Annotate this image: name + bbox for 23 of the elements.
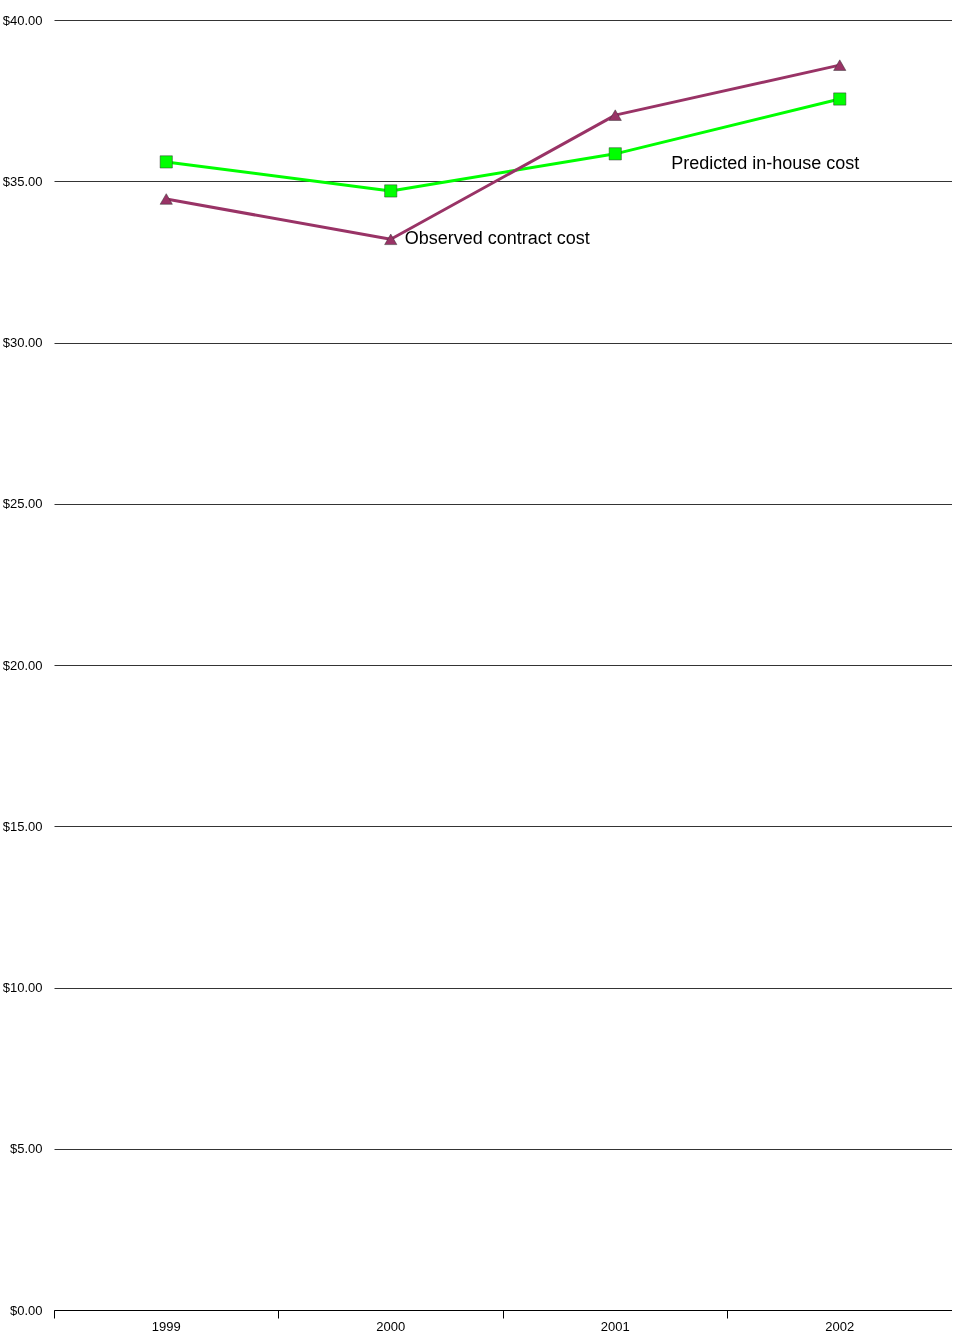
y-tick-label: $30.00 xyxy=(2,335,43,350)
y-tick-label: $35.00 xyxy=(2,173,43,189)
point xyxy=(608,109,622,121)
point xyxy=(159,155,173,169)
y-tick-label: $10.00 xyxy=(2,980,43,995)
series-label: Predicted in-house cost xyxy=(671,152,860,173)
point xyxy=(833,59,847,71)
y-tick-label: $25.00 xyxy=(2,496,43,512)
x-tick-label: 2000 xyxy=(376,1318,406,1334)
x-tick-label: 1999 xyxy=(151,1318,181,1334)
point xyxy=(159,193,173,205)
y-tick-label: $40.00 xyxy=(2,12,43,28)
point xyxy=(384,233,398,245)
y-tick-label: $5.00 xyxy=(9,1141,43,1157)
series-label: Observed contract cost xyxy=(404,228,590,249)
point xyxy=(833,92,847,106)
point xyxy=(384,184,398,198)
point xyxy=(608,147,622,161)
y-tick-label: $0.00 xyxy=(9,1302,43,1318)
y-tick-label: $20.00 xyxy=(2,657,43,673)
y-tick-label: $15.00 xyxy=(2,818,43,834)
x-tick-label: 2002 xyxy=(825,1318,855,1334)
x-tick-label: 2001 xyxy=(600,1318,630,1334)
